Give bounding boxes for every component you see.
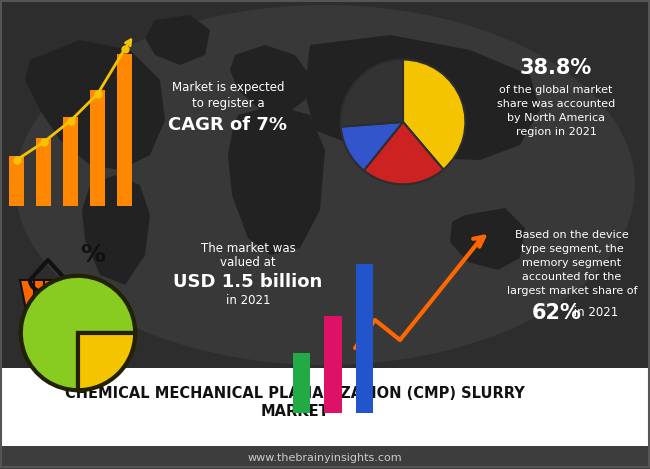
Text: region in 2021: region in 2021 (515, 127, 597, 137)
Text: www.thebrainyinsights.com: www.thebrainyinsights.com (248, 453, 402, 463)
Wedge shape (21, 276, 135, 390)
Text: of the global market: of the global market (499, 85, 613, 95)
Polygon shape (228, 105, 325, 255)
Bar (63, 117, 78, 206)
Polygon shape (145, 15, 210, 65)
Text: to register a: to register a (192, 97, 265, 109)
Ellipse shape (15, 5, 635, 365)
Polygon shape (450, 208, 525, 270)
Text: %: % (81, 243, 105, 267)
Polygon shape (82, 175, 150, 285)
Text: 38.8%: 38.8% (520, 58, 592, 78)
Bar (324, 316, 342, 413)
Bar (293, 353, 310, 413)
Text: Market is expected: Market is expected (172, 82, 284, 94)
Text: by North America: by North America (507, 113, 605, 123)
Bar (0, 368, 650, 446)
Text: CAGR of 7%: CAGR of 7% (168, 116, 287, 134)
Polygon shape (305, 35, 540, 160)
Bar (90, 90, 105, 206)
Text: USD 1.5 billion: USD 1.5 billion (174, 273, 322, 291)
Wedge shape (403, 60, 465, 169)
Bar (36, 138, 51, 206)
Bar (9, 156, 24, 206)
Text: share was accounted: share was accounted (497, 99, 615, 109)
Text: The market was: The market was (201, 242, 295, 255)
Text: largest market share of: largest market share of (507, 286, 637, 296)
Text: Based on the device: Based on the device (515, 230, 629, 240)
Text: 62%: 62% (532, 303, 582, 323)
Bar (117, 54, 132, 206)
Text: in 2021: in 2021 (226, 294, 270, 307)
Text: MARKET: MARKET (261, 404, 330, 419)
Wedge shape (341, 122, 403, 171)
Text: valued at: valued at (220, 256, 276, 268)
Bar (356, 264, 373, 413)
Polygon shape (230, 45, 310, 115)
Text: type segment, the: type segment, the (521, 244, 623, 254)
Wedge shape (78, 333, 135, 390)
Text: accounted for the: accounted for the (523, 272, 621, 282)
Polygon shape (25, 40, 165, 170)
Wedge shape (364, 122, 443, 184)
Text: memory segment: memory segment (523, 258, 621, 268)
Text: in 2021: in 2021 (570, 307, 618, 319)
Text: CHEMICAL MECHANICAL PLANARIZATION (CMP) SLURRY: CHEMICAL MECHANICAL PLANARIZATION (CMP) … (65, 386, 525, 401)
Bar (0, 446, 650, 469)
Wedge shape (341, 60, 403, 127)
Polygon shape (20, 280, 76, 310)
